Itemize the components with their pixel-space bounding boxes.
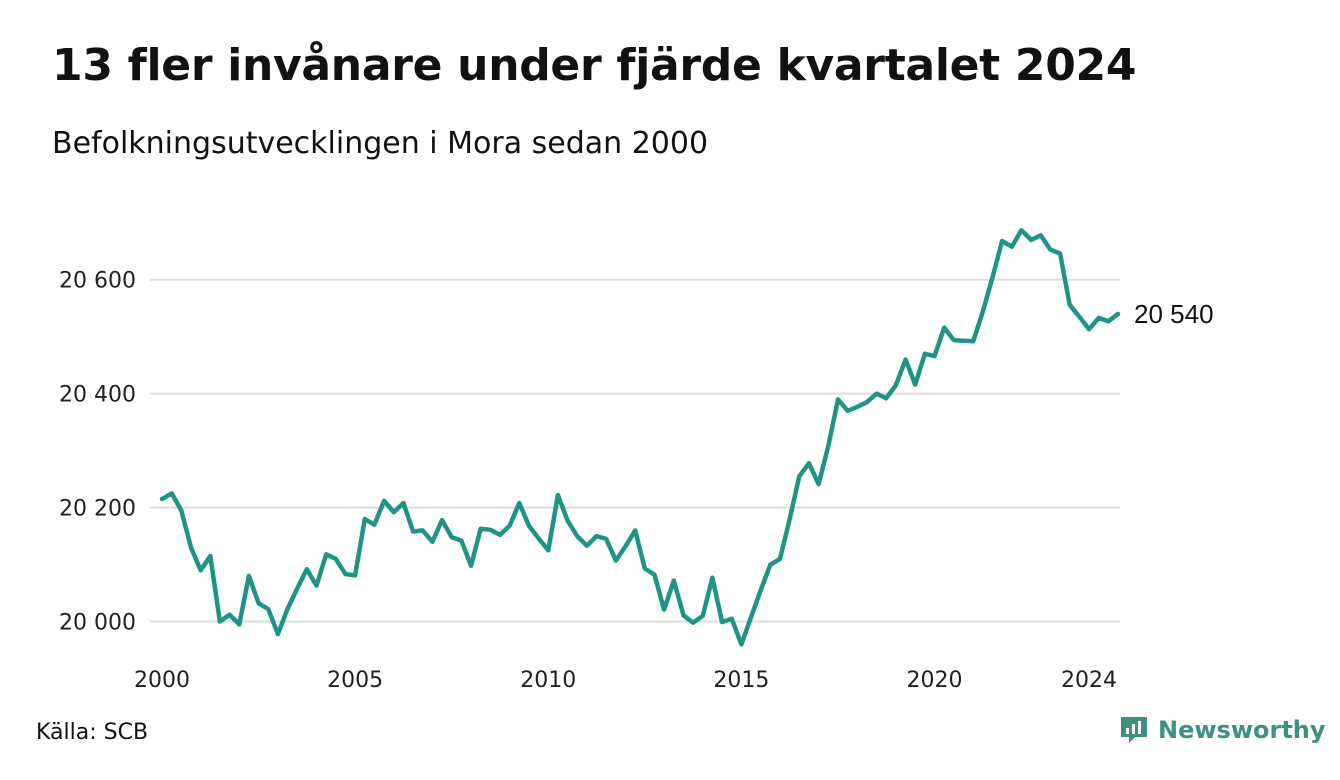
gridlines (150, 278, 1120, 623)
x-tick-label: 2010 (520, 668, 576, 693)
brand-name: Newsworthy (1158, 716, 1326, 744)
newsworthy-logo-icon (1121, 717, 1147, 743)
end-value-label: 20 540 (1134, 299, 1214, 329)
chart-title: 13 fler invånare under fjärde kvartalet … (52, 40, 1137, 91)
y-tick-label: 20 600 (59, 269, 136, 294)
y-axis-ticks: 20 000 20 200 20 400 20 600 (59, 269, 136, 636)
x-tick-label: 2005 (327, 668, 383, 693)
series-layer (159, 227, 1121, 647)
x-tick-label: 2015 (713, 668, 769, 693)
y-tick-label: 20 200 (59, 497, 136, 522)
end-label-layer: 20 540 (1134, 299, 1214, 329)
source-note: Källa: SCB (36, 720, 149, 745)
series-line (159, 227, 1121, 647)
x-tick-label: 2020 (907, 668, 963, 693)
x-axis-ticks: 2000 2005 2010 2015 2020 2024 (134, 668, 1117, 693)
y-tick-label: 20 400 (59, 383, 136, 408)
y-tick-label: 20 000 (59, 611, 136, 636)
x-tick-label: 2024 (1061, 668, 1117, 693)
brand[interactable]: Newsworthy (1118, 714, 1326, 746)
x-tick-label: 2000 (134, 668, 190, 693)
chart-subtitle: Befolkningsutvecklingen i Mora sedan 200… (52, 126, 709, 161)
